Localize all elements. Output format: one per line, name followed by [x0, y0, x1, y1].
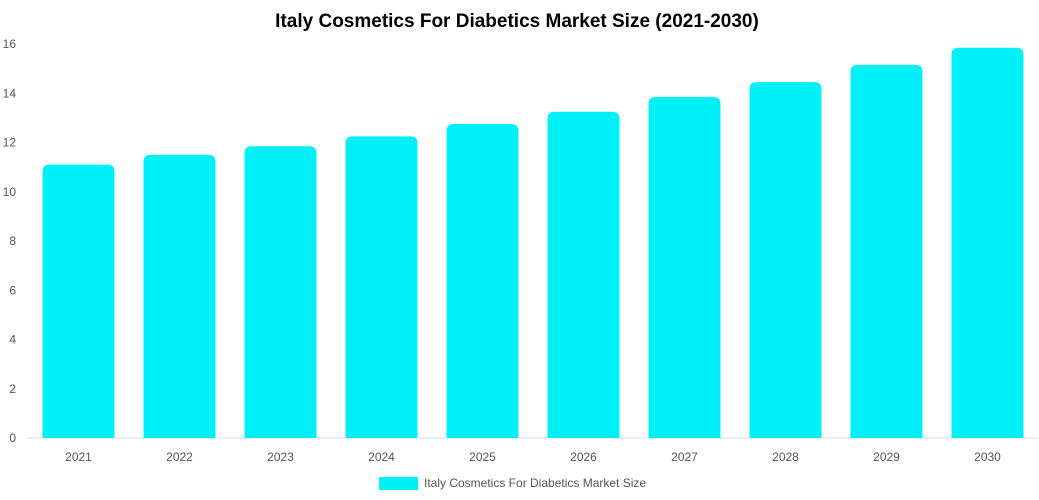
bar[interactable]: [345, 136, 418, 438]
x-tick-label: 2028: [772, 450, 799, 464]
x-tick-label: 2029: [873, 450, 900, 464]
x-tick-label: 2023: [267, 450, 294, 464]
y-axis: 0 2 4 6 8 10 12 14 16: [3, 37, 17, 445]
bar[interactable]: [850, 64, 923, 439]
chart-title: Italy Cosmetics For Diabetics Market Siz…: [275, 11, 759, 32]
bar[interactable]: [244, 146, 317, 438]
y-tick-label: 2: [9, 382, 16, 396]
x-tick-label: 2027: [671, 450, 698, 464]
x-tick-label: 2025: [469, 450, 496, 464]
y-tick-label: 8: [9, 234, 16, 248]
bar[interactable]: [42, 164, 115, 438]
y-tick-label: 0: [9, 431, 16, 445]
y-tick-label: 6: [9, 283, 16, 297]
legend-label: Italy Cosmetics For Diabetics Market Siz…: [424, 476, 646, 490]
bar[interactable]: [749, 82, 822, 438]
y-tick-label: 12: [3, 136, 17, 150]
x-tick-label: 2030: [974, 450, 1001, 464]
bar[interactable]: [143, 154, 216, 438]
y-tick-label: 4: [9, 333, 16, 347]
x-tick-label: 2021: [65, 450, 92, 464]
bar[interactable]: [951, 47, 1024, 438]
legend[interactable]: Italy Cosmetics For Diabetics Market Siz…: [379, 476, 646, 490]
x-axis: 2021 2022 2023 2024 2025 2026 2027 2028 2029 2030: [65, 450, 1001, 464]
bar[interactable]: [648, 96, 721, 438]
bar[interactable]: [547, 111, 620, 438]
y-tick-label: 16: [3, 37, 17, 51]
legend-swatch: [379, 477, 418, 490]
x-tick-label: 2026: [570, 450, 597, 464]
bar[interactable]: [446, 124, 519, 438]
x-tick-label: 2022: [166, 450, 193, 464]
y-tick-label: 10: [3, 185, 17, 199]
x-tick-label: 2024: [368, 450, 395, 464]
y-tick-label: 14: [3, 86, 17, 100]
bars-group: [42, 47, 1024, 439]
